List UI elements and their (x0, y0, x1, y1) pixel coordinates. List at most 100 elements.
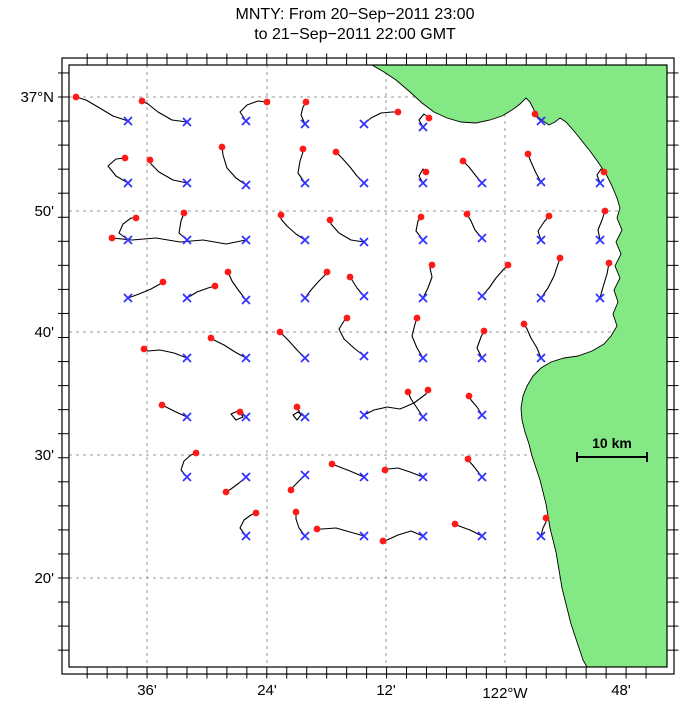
trajectory-start-marker (536, 235, 546, 245)
trajectory-end-marker (601, 207, 609, 215)
trajectory-start-marker (359, 410, 369, 420)
trajectory-end-marker (428, 261, 436, 269)
trajectory-path (363, 111, 399, 125)
y-tick-label-30: 30' (34, 447, 54, 464)
trajectory-start-marker (359, 472, 369, 482)
trajectory-start-marker (477, 178, 487, 188)
x-tick-label-12: 12' (376, 682, 396, 699)
trajectory-path (210, 337, 247, 359)
trajectory-end-marker (328, 460, 336, 468)
trajectory-start-marker (241, 412, 251, 422)
trajectory-end-marker (424, 386, 432, 394)
trajectory-start-marker (595, 293, 605, 303)
trajectory-path (540, 257, 561, 299)
trajectory-end-marker (542, 514, 550, 522)
trajectory-start-marker (359, 291, 369, 301)
trajectory-start-marker (477, 472, 487, 482)
trajectory-start-marker (418, 293, 428, 303)
trajectory-start-marker (300, 119, 310, 129)
trajectory-start-marker (182, 235, 192, 245)
trajectory-path (75, 96, 129, 122)
scale-bar: 10 km (576, 435, 648, 462)
trajectory-end-marker (545, 212, 553, 220)
trajectory-end-marker (158, 401, 166, 409)
trajectory-start-marker (241, 180, 251, 190)
trajectory-end-marker (192, 449, 200, 457)
scale-bar-label: 10 km (592, 435, 632, 451)
trajectory-start-marker (477, 410, 487, 420)
x-tick-label-36: 36' (137, 682, 157, 699)
trajectory-start-marker (300, 531, 310, 541)
trajectory-end-marker (180, 209, 188, 217)
trajectory-path (297, 148, 306, 184)
trajectory-start-marker (241, 531, 251, 541)
trajectory-end-marker (524, 150, 532, 158)
trajectory-path (161, 404, 188, 418)
trajectory-path (118, 217, 137, 241)
trajectory-end-marker (108, 234, 116, 242)
y-tick-label-37n: 37°N (20, 89, 54, 106)
trajectory-path (239, 512, 257, 537)
trajectory-path (331, 463, 365, 478)
trajectory-start-marker (418, 472, 428, 482)
trajectory-start-marker (182, 412, 192, 422)
trajectory-path (107, 157, 129, 184)
x-tick-label-122w: 122°W (482, 685, 528, 702)
trajectory-start-marker (123, 178, 133, 188)
trajectory-end-marker (224, 268, 232, 276)
trajectory-end-marker (459, 157, 467, 165)
land-layer (371, 65, 667, 667)
trajectory-path (481, 264, 509, 297)
trajectory-end-marker (413, 314, 421, 322)
trajectory-end-marker (394, 108, 402, 116)
trajectory-start-marker (300, 470, 310, 480)
trajectory-start-marker (241, 295, 251, 305)
trajectory-start-marker (536, 353, 546, 363)
trajectory-end-marker (422, 168, 430, 176)
trajectory-start-marker (477, 531, 487, 541)
trajectory-end-marker (417, 213, 425, 221)
trajectory-path (186, 285, 216, 299)
trajectory-path (316, 527, 365, 537)
trajectory-end-marker (480, 327, 488, 335)
trajectory-start-marker (300, 353, 310, 363)
trajectory-start-marker (477, 353, 487, 363)
trajectory-path (239, 100, 268, 122)
trajectory-start-marker (241, 472, 251, 482)
trajectory-end-marker (159, 278, 167, 286)
trajectory-start-marker (182, 117, 192, 127)
trajectory-start-marker (359, 531, 369, 541)
trajectory-start-marker (182, 293, 192, 303)
trajectory-end-marker (236, 408, 244, 416)
trajectory-end-marker (531, 110, 539, 118)
trajectory-end-marker (332, 148, 340, 156)
trajectory-end-marker (600, 168, 608, 176)
trajectory-end-marker (277, 211, 285, 219)
trajectory-start-marker (182, 178, 192, 188)
trajectory-path (363, 389, 429, 416)
trajectory-end-marker (504, 261, 512, 269)
trajectory-start-marker (477, 233, 487, 243)
trajectory-start-marker (418, 122, 428, 132)
trajectory-path (422, 264, 433, 299)
trajectory-end-marker (520, 320, 528, 328)
trajectory-path (527, 153, 542, 183)
trajectory-end-marker (292, 508, 300, 516)
trajectory-path (111, 237, 247, 245)
trajectory-path (178, 212, 188, 241)
trajectory-path (295, 511, 306, 537)
trajectory-path (329, 219, 365, 243)
y-tick-label-20: 20' (34, 570, 54, 587)
y-tick-label-40: 40' (34, 324, 54, 341)
trajectory-start-marker (182, 353, 192, 363)
figure-title-line2: to 21−Sep−2011 22:00 GMT (254, 26, 456, 43)
trajectory-end-marker (451, 520, 459, 528)
trajectory-end-marker (218, 143, 226, 151)
trajectory-start-marker (418, 235, 428, 245)
trajectory-end-marker (464, 455, 472, 463)
frame-layer (58, 53, 679, 679)
trajectory-start-marker (300, 293, 310, 303)
trajectory-end-marker (326, 216, 334, 224)
trajectory-path (382, 530, 424, 542)
